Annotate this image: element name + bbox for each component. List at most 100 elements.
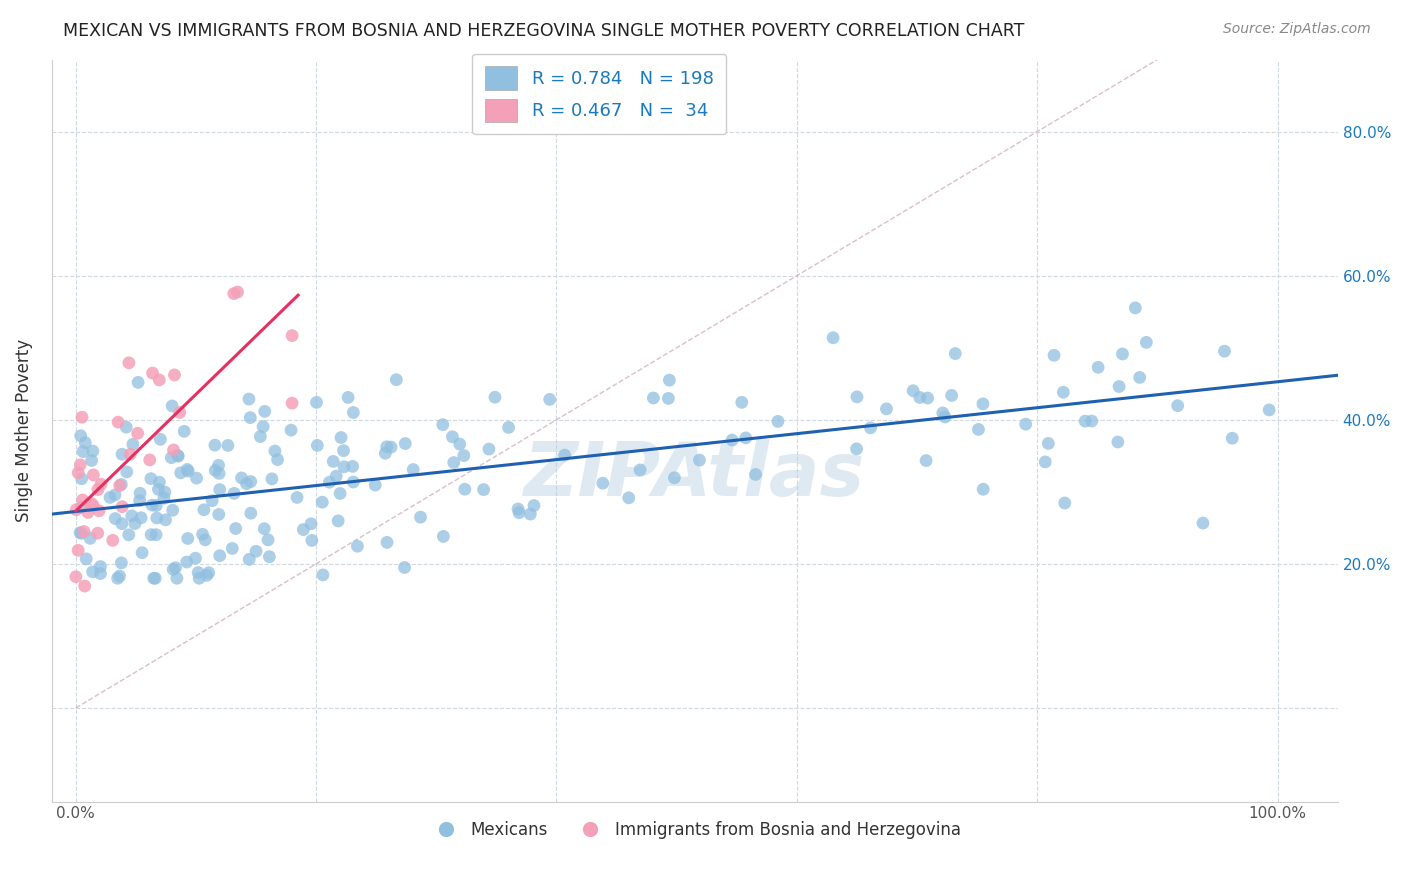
Point — [292, 523, 315, 537]
Point — [342, 405, 364, 419]
Point — [1053, 496, 1076, 510]
Point — [127, 426, 149, 441]
Point — [170, 466, 193, 480]
Point — [688, 453, 710, 467]
Point — [342, 459, 364, 474]
Point — [193, 503, 215, 517]
Point — [238, 392, 260, 406]
Point — [328, 514, 350, 528]
Point — [87, 483, 110, 497]
Point — [432, 529, 454, 543]
Point — [249, 429, 271, 443]
Point — [148, 373, 170, 387]
Point — [239, 410, 262, 425]
Point — [118, 356, 141, 370]
Point — [972, 397, 994, 411]
Point — [195, 568, 218, 582]
Point — [70, 526, 93, 541]
Point — [1192, 516, 1215, 530]
Point — [108, 569, 131, 583]
Point — [118, 528, 141, 542]
Point — [943, 346, 966, 360]
Point — [129, 510, 152, 524]
Point — [1052, 385, 1074, 400]
Point — [65, 570, 87, 584]
Point — [231, 471, 253, 485]
Point — [478, 442, 501, 456]
Point — [1108, 379, 1130, 393]
Point — [89, 559, 111, 574]
Point — [932, 406, 955, 420]
Point — [139, 472, 162, 486]
Point — [498, 420, 520, 434]
Point — [342, 475, 364, 489]
Point — [165, 560, 187, 574]
Point — [177, 464, 200, 478]
Point — [967, 422, 990, 436]
Point — [104, 488, 127, 502]
Point — [222, 286, 245, 301]
Point — [128, 493, 150, 508]
Point — [208, 549, 231, 563]
Point — [322, 454, 344, 468]
Point — [73, 524, 96, 539]
Point — [364, 478, 387, 492]
Point — [184, 551, 207, 566]
Point — [217, 438, 239, 452]
Point — [1015, 417, 1038, 432]
Point — [312, 568, 335, 582]
Point — [67, 466, 90, 480]
Point — [188, 571, 211, 585]
Point — [311, 495, 333, 509]
Point — [394, 436, 416, 450]
Point — [153, 485, 176, 500]
Point — [734, 431, 756, 445]
Point — [110, 556, 132, 570]
Point — [506, 502, 529, 516]
Point — [1087, 360, 1109, 375]
Point — [82, 499, 104, 513]
Point — [145, 527, 167, 541]
Point — [176, 462, 198, 476]
Point — [285, 491, 308, 505]
Point — [69, 525, 91, 540]
Point — [239, 475, 262, 489]
Point — [318, 475, 340, 490]
Text: Source: ZipAtlas.com: Source: ZipAtlas.com — [1223, 22, 1371, 37]
Point — [80, 497, 103, 511]
Text: MEXICAN VS IMMIGRANTS FROM BOSNIA AND HERZEGOVINA SINGLE MOTHER POVERTY CORRELAT: MEXICAN VS IMMIGRANTS FROM BOSNIA AND HE… — [63, 22, 1025, 40]
Point — [121, 437, 143, 451]
Point — [204, 463, 226, 477]
Point — [1129, 370, 1152, 384]
Point — [77, 505, 100, 519]
Point — [115, 420, 138, 434]
Point — [194, 533, 217, 547]
Point — [166, 571, 188, 585]
Point — [657, 392, 679, 406]
Point — [162, 562, 184, 576]
Point — [508, 506, 530, 520]
Point — [162, 503, 184, 517]
Point — [264, 444, 287, 458]
Point — [394, 560, 416, 574]
Point — [191, 527, 214, 541]
Point — [82, 444, 104, 458]
Point — [325, 469, 347, 483]
Point — [160, 399, 183, 413]
Point — [141, 366, 163, 380]
Point — [139, 527, 162, 541]
Point — [330, 431, 353, 445]
Point — [266, 452, 288, 467]
Point — [166, 449, 188, 463]
Point — [72, 493, 94, 508]
Point — [142, 571, 165, 585]
Point — [721, 433, 744, 447]
Point — [208, 483, 231, 497]
Point — [1074, 414, 1097, 428]
Point — [731, 395, 754, 409]
Point — [441, 430, 464, 444]
Point — [67, 543, 90, 558]
Point — [744, 467, 766, 482]
Point — [104, 511, 127, 525]
Point — [1135, 335, 1157, 350]
